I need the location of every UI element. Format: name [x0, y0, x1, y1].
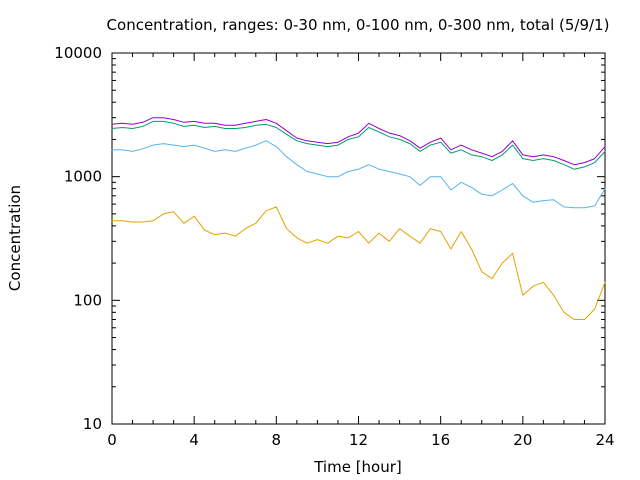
- y-tick-label: 100: [73, 291, 102, 309]
- y-tick-label: 1000: [64, 168, 102, 186]
- axis-ticks: 0 4 8 12 16 20 24 10 100 1000 10000: [54, 44, 614, 449]
- series-line-2: [111, 140, 606, 209]
- y-tick-label: 10: [83, 415, 102, 433]
- y-axis-label: Concentration: [6, 185, 24, 291]
- series-group: [111, 117, 606, 320]
- x-tick-label: 16: [431, 431, 450, 449]
- x-tick-label: 8: [272, 431, 282, 449]
- series-line-4: [111, 117, 606, 166]
- x-tick-label: 12: [349, 431, 368, 449]
- series-line-3: [111, 120, 606, 170]
- x-tick-label: 4: [189, 431, 199, 449]
- x-tick-label: 20: [513, 431, 532, 449]
- plot-frame: [111, 52, 606, 425]
- x-tick-label: 0: [107, 431, 117, 449]
- chart-title: Concentration, ranges: 0-30 nm, 0-100 nm…: [107, 16, 610, 34]
- y-tick-label: 10000: [54, 44, 102, 62]
- series-line-1: [111, 206, 606, 320]
- x-axis-label: Time [hour]: [313, 458, 402, 476]
- x-tick-label: 24: [595, 431, 614, 449]
